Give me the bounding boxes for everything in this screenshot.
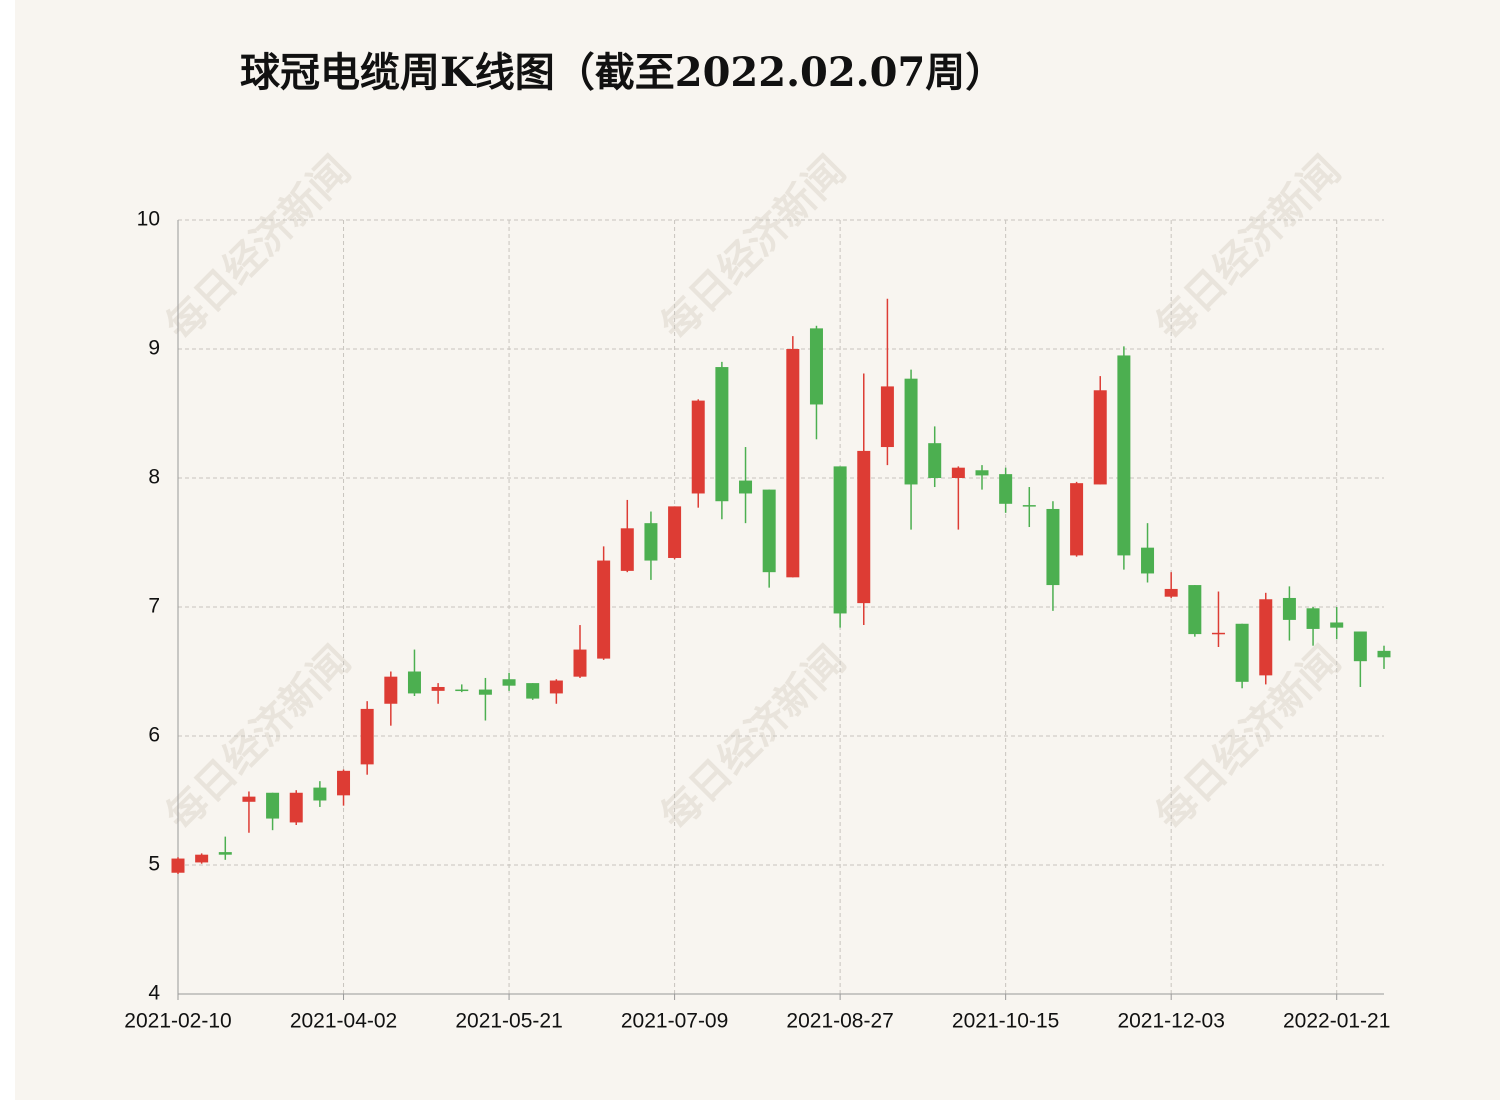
watermark: 每日经济新闻 (157, 147, 359, 349)
candle-body (951, 467, 965, 478)
candle-body (1188, 585, 1202, 635)
candle-body (904, 378, 918, 485)
candle-body (644, 523, 658, 561)
candle-body (1235, 623, 1249, 682)
candle-body (1306, 608, 1320, 629)
candle-body (313, 787, 327, 801)
candle-body (739, 480, 753, 494)
y-tick-label: 4 (148, 982, 160, 1005)
x-tick-label: 2021-08-27 (786, 1010, 893, 1033)
x-tick-label: 2021-10-15 (952, 1010, 1059, 1033)
watermark: 每日经济新闻 (652, 637, 854, 839)
candle-body (1259, 599, 1273, 676)
candle-body (975, 470, 989, 476)
candle-body (384, 676, 398, 704)
candle-body (857, 450, 871, 604)
candle-body (620, 528, 634, 571)
candle-body (431, 686, 445, 691)
candle-body (1093, 390, 1107, 485)
y-tick-label: 6 (148, 724, 160, 747)
candle-body (1164, 588, 1178, 597)
candle-body (928, 443, 942, 478)
x-tick-label: 2021-04-02 (290, 1010, 397, 1033)
candle-body (597, 560, 611, 659)
x-tick-label: 2021-12-03 (1117, 1010, 1224, 1033)
candle-body (573, 649, 587, 677)
candle-body (549, 680, 563, 694)
candle-body (242, 796, 256, 802)
candle-body (407, 671, 421, 694)
candle-body (1211, 632, 1225, 635)
x-tick-label: 2021-02-10 (124, 1010, 231, 1033)
y-tick-label: 7 (148, 595, 160, 618)
y-tick-label: 5 (148, 853, 160, 876)
candle-body (502, 679, 516, 686)
candle-body (337, 770, 351, 796)
x-tick-label: 2022-01-21 (1283, 1010, 1390, 1033)
candle-body (1070, 483, 1084, 556)
watermark: 每日经济新闻 (157, 637, 359, 839)
candle-body (1022, 505, 1036, 507)
x-tick-label: 2021-07-09 (621, 1010, 728, 1033)
watermark: 每日经济新闻 (652, 147, 854, 349)
candle-body (1282, 597, 1296, 620)
y-tick-label: 8 (148, 466, 160, 489)
candle-body (999, 474, 1013, 504)
candle-body (1141, 547, 1155, 574)
candle-body (218, 852, 232, 855)
candle-body (1046, 508, 1060, 586)
candle-body (171, 858, 185, 873)
y-tick-label: 10 (137, 208, 160, 231)
chart-title: 球冠电缆周K线图（截至2022.02.07周） (240, 49, 1005, 96)
x-tick-label: 2021-05-21 (455, 1010, 562, 1033)
candle-body (715, 367, 729, 502)
candle-body (1117, 355, 1131, 556)
candle-body (195, 854, 209, 863)
candle-body (1330, 622, 1344, 628)
candle-body (289, 792, 303, 823)
candle-body (809, 328, 823, 405)
candle-body (762, 489, 776, 573)
candle-body (266, 792, 280, 819)
candle-body (360, 708, 374, 765)
candle-body (880, 386, 894, 448)
watermark: 每日经济新闻 (1147, 147, 1349, 349)
background (15, 0, 1500, 1100)
candle-body (668, 506, 682, 558)
candle-body (691, 400, 705, 494)
candle-body (1353, 631, 1367, 662)
candle-body (526, 683, 540, 699)
candle-body (478, 689, 492, 695)
candle-body (786, 349, 800, 578)
candle-body (833, 466, 847, 614)
candle-body (1377, 650, 1391, 658)
candle-body (455, 689, 469, 692)
y-tick-label: 9 (148, 337, 160, 360)
